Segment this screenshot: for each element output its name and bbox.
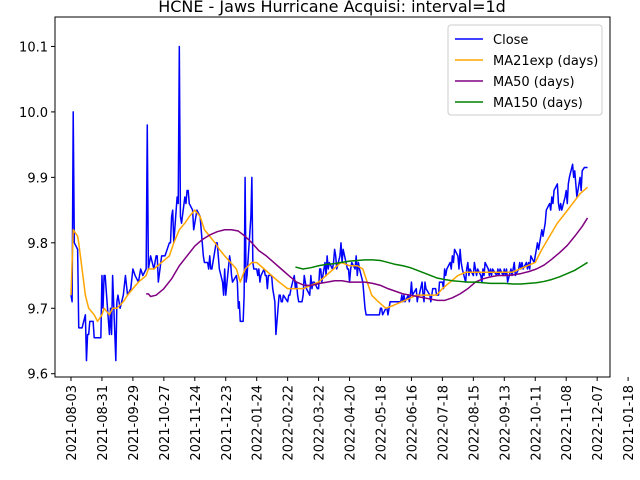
x-tick-label: 2022-08-15 <box>467 385 482 461</box>
y-tick-label: 10.1 <box>19 40 48 55</box>
x-tick-label: 2022-11-08 <box>560 385 575 461</box>
y-tick-label: 9.6 <box>27 368 48 383</box>
x-tick-label: 2022-07-18 <box>436 385 451 461</box>
x-tick-label: 2021-09-29 <box>127 385 142 461</box>
x-tick-label: 2021-01-18 <box>622 385 637 461</box>
y-tick-label: 9.7 <box>27 302 48 317</box>
y-tick-label: 9.9 <box>27 171 48 186</box>
x-tick-label: 2021-08-31 <box>96 385 111 461</box>
x-tick-label: 2021-12-23 <box>220 385 235 461</box>
x-tick-label: 2021-11-24 <box>189 385 204 461</box>
y-tick-label: 9.8 <box>27 237 48 252</box>
series-line-ma50-days <box>146 217 589 302</box>
y-tick-label: 10.0 <box>19 106 48 121</box>
chart-title: HCNE - Jaws Hurricane Acquisi: interval=… <box>158 0 506 16</box>
x-tick-label: 2022-05-18 <box>375 385 390 461</box>
x-tick-label: 2022-03-22 <box>313 385 328 461</box>
x-axis: 2021-08-03 2021-08-31 2021-09-29 2021-10-27… <box>65 377 637 461</box>
x-tick-label: 2022-10-11 <box>529 385 544 461</box>
x-tick-label: 2022-02-22 <box>282 385 297 461</box>
legend-label: MA50 (days) <box>493 75 575 90</box>
plot-frame <box>54 16 611 378</box>
x-tick-label: 2021-08-03 <box>65 385 80 461</box>
series-layer <box>70 45 589 362</box>
x-tick-label: 2021-10-27 <box>158 385 173 461</box>
y-axis: 9.6 9.7 9.8 9.9 10.0 10.1 <box>19 40 55 383</box>
legend: Close MA21exp (days) MA50 (days) MA150 (day… <box>447 24 603 116</box>
legend-label: MA21exp (days) <box>493 54 598 69</box>
x-tick-label: 2022-06-16 <box>405 385 420 461</box>
x-tick-label: 2022-04-20 <box>344 385 359 461</box>
legend-label: MA150 (days) <box>493 96 583 111</box>
x-tick-label: 2022-09-13 <box>498 385 513 461</box>
x-tick-label: 2022-01-24 <box>251 385 266 461</box>
legend-label: Close <box>493 33 528 48</box>
series-line-ma150-days <box>295 259 588 285</box>
series-line-ma21exp-days <box>70 186 589 323</box>
legend-box <box>447 24 603 116</box>
x-tick-label: 2022-12-07 <box>591 385 606 461</box>
